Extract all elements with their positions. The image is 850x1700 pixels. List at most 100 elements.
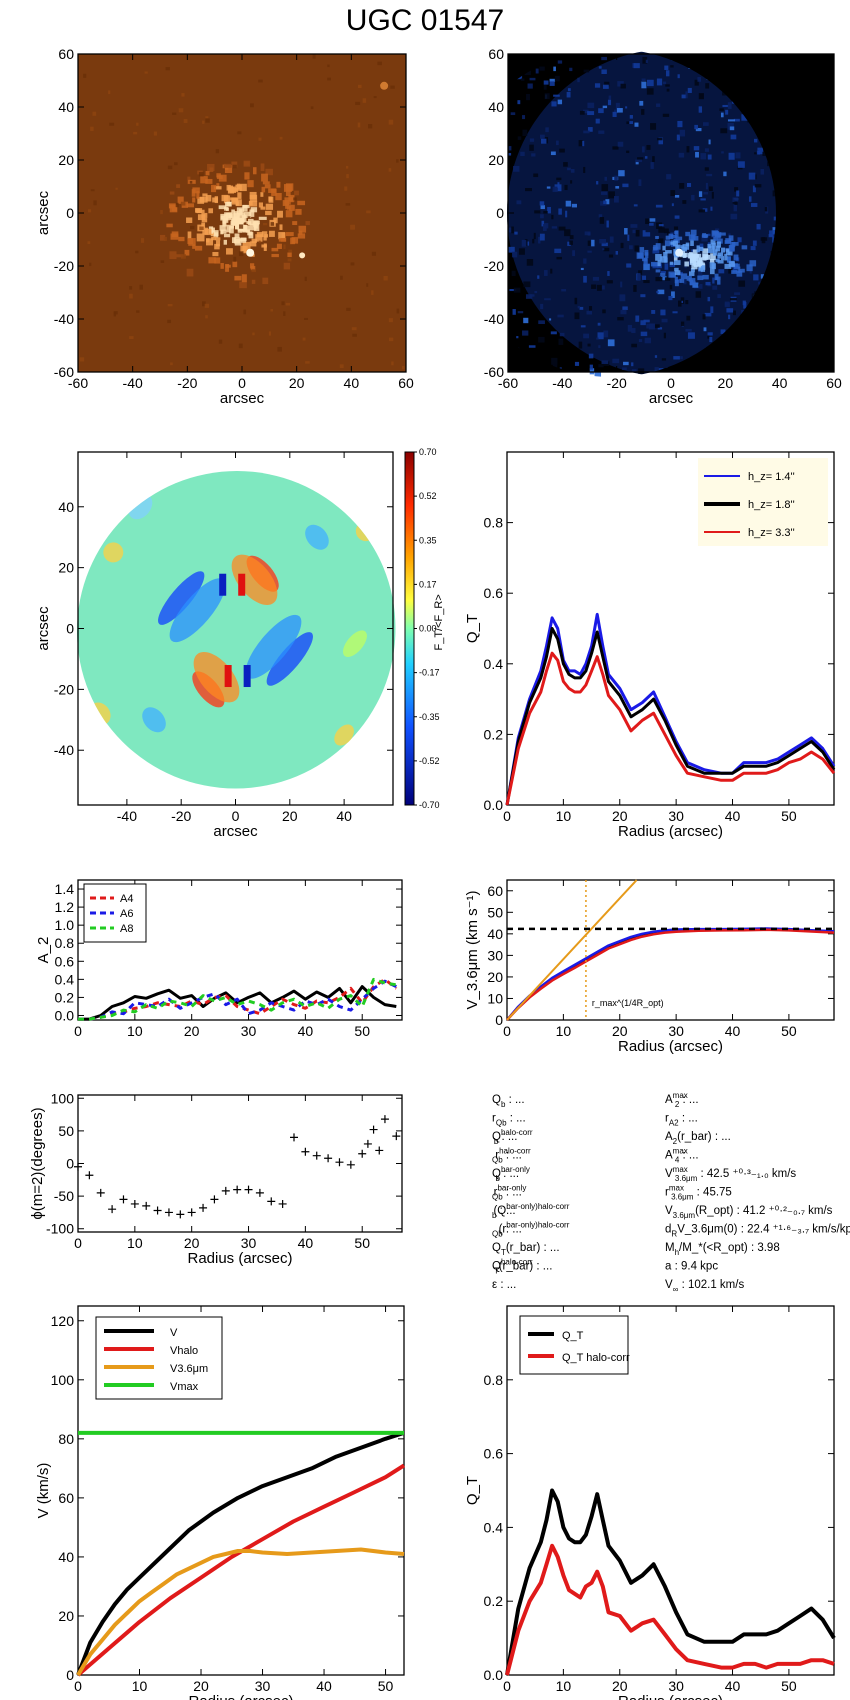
x-tick-label: 10 — [556, 808, 572, 824]
param-row: (Qbar-only)halo-corr b : ... — [492, 1202, 570, 1220]
y-tick-label: -60 — [54, 364, 74, 380]
x-tick-label: 20 — [184, 1235, 200, 1251]
phase-point — [267, 1197, 276, 1206]
y-tick-label: 60 — [488, 46, 504, 62]
x-tick-label: 0 — [503, 808, 511, 824]
param-row: Amax 2 : ... — [665, 1091, 699, 1109]
legend-label: A4 — [120, 893, 133, 905]
x-tick-label: 20 — [184, 1023, 200, 1039]
rmax-label: r_max^(1/4R_opt) — [592, 998, 664, 1008]
phase-point — [346, 1160, 355, 1169]
x-axis-label: Radius (arcsec) — [618, 1693, 723, 1700]
phase-point — [369, 1125, 378, 1134]
v-line-halo — [76, 1463, 406, 1677]
colorbar-tick-label: 0.70 — [419, 447, 437, 457]
x-tick-label: 50 — [781, 1678, 797, 1694]
x-tick-label: 20 — [612, 1678, 628, 1694]
y-tick-label: 120 — [51, 1313, 75, 1329]
y-tick-label: 0 — [66, 1156, 74, 1172]
p5-axes-frame — [77, 879, 403, 1021]
x-tick-label: 30 — [668, 1678, 684, 1694]
x-tick-label: 0 — [503, 1678, 511, 1694]
phase-point — [176, 1210, 185, 1219]
phase-point — [255, 1188, 264, 1197]
y-tick-label: 0.0 — [484, 1667, 504, 1683]
colorbar-tick-label: 0.52 — [419, 491, 437, 501]
y-tick-label: -40 — [54, 311, 74, 327]
y-tick-label: -40 — [54, 742, 74, 758]
legend-label: Vmax — [170, 1381, 199, 1393]
param-row: Qbar-only b : ... — [492, 1165, 530, 1183]
y-tick-label: 100 — [51, 1372, 75, 1388]
phase-point — [312, 1151, 321, 1160]
x-tick-label: 40 — [344, 375, 360, 391]
a-line-6 — [78, 979, 397, 1021]
legend-label: Q_T halo-corr — [562, 1352, 630, 1364]
colorbar-tick-label: 0.00 — [419, 624, 437, 634]
y-tick-label: -20 — [54, 681, 74, 697]
phase-point — [74, 1162, 82, 1171]
qt-line-1.8'' — [505, 627, 836, 806]
phase-point — [130, 1199, 139, 1208]
y-tick-label: 20 — [58, 560, 74, 576]
phase-point — [119, 1195, 128, 1204]
x-tick-label: 40 — [725, 808, 741, 824]
colorbar-tick-label: -0.17 — [419, 668, 440, 678]
x-tick-label: 40 — [298, 1023, 314, 1039]
phase-point — [375, 1146, 384, 1155]
param-row: Qhalo-corr b : ... — [492, 1128, 533, 1146]
x-tick-label: 40 — [316, 1678, 332, 1694]
x-tick-label: 20 — [612, 808, 628, 824]
y-tick-label: 20 — [58, 152, 74, 168]
x-tick-label: -20 — [171, 808, 191, 824]
y-tick-label: -100 — [46, 1221, 74, 1237]
x-tick-label: 0 — [232, 808, 240, 824]
param-row: Amax 4 : ... — [665, 1147, 699, 1165]
y-tick-label: 0.6 — [484, 1446, 504, 1462]
y-tick-label: 50 — [58, 1123, 74, 1139]
phase-point — [358, 1149, 367, 1158]
colorbar-tick-label: -0.35 — [419, 712, 440, 722]
x-tick-label: -40 — [552, 375, 572, 391]
x-axis-label: Radius (arcsec) — [187, 1250, 292, 1267]
y-axis-label: ϕ(m=2)(degrees) — [29, 1107, 46, 1219]
x-axis-label: arcsec — [220, 390, 265, 407]
phase-point — [199, 1203, 208, 1212]
a-line-A2 — [78, 985, 397, 1021]
x-tick-label: 40 — [772, 375, 788, 391]
y-tick-label: 60 — [58, 46, 74, 62]
phase-point — [301, 1147, 310, 1156]
y-tick-label: 40 — [487, 926, 503, 942]
y-tick-label: 1.2 — [55, 899, 75, 915]
x-tick-label: 20 — [612, 1023, 628, 1039]
qt-line-1.4'' — [505, 612, 836, 806]
linear-fit-line — [506, 879, 638, 1021]
phase-point — [108, 1205, 117, 1214]
y-axis-label: Q_T — [464, 1476, 481, 1505]
x-tick-label: 0 — [667, 375, 675, 391]
y-tick-label: 1.4 — [55, 881, 75, 897]
galaxy-image-orange — [79, 54, 405, 370]
x-tick-label: 30 — [241, 1023, 257, 1039]
legend-label: h_z= 3.3'' — [748, 527, 795, 539]
y-axis-label: V (km/s) — [35, 1463, 52, 1519]
v-line-3.6μm — [76, 1547, 405, 1677]
param-row: rhalo-corr Qb : ... — [492, 1147, 531, 1165]
phase-point — [164, 1208, 173, 1217]
param-row: (rbar-only)halo-corr Qb : ... — [492, 1221, 570, 1239]
x-axis-label: Radius (arcsec) — [618, 823, 723, 840]
x-tick-label: 60 — [398, 375, 414, 391]
y-tick-label: 0.0 — [55, 1007, 75, 1023]
x-tick-label: 0 — [74, 1678, 82, 1694]
qt-line-3.3'' — [505, 651, 836, 806]
param-row: rmax 3.6μm : 45.75 — [665, 1184, 732, 1202]
x-tick-label: 50 — [354, 1023, 370, 1039]
legend-box — [519, 1315, 629, 1375]
phase-point — [380, 1115, 389, 1124]
param-row: V3.6μm(R_opt) : 41.2 ⁺⁰·²₋₀.₇ km/s — [665, 1205, 833, 1220]
y-tick-label: 10 — [487, 990, 503, 1006]
phase-point — [335, 1158, 344, 1167]
y-tick-label: 0.2 — [484, 726, 504, 742]
x-tick-label: -20 — [607, 375, 627, 391]
y-axis-label: A_2 — [35, 937, 52, 964]
